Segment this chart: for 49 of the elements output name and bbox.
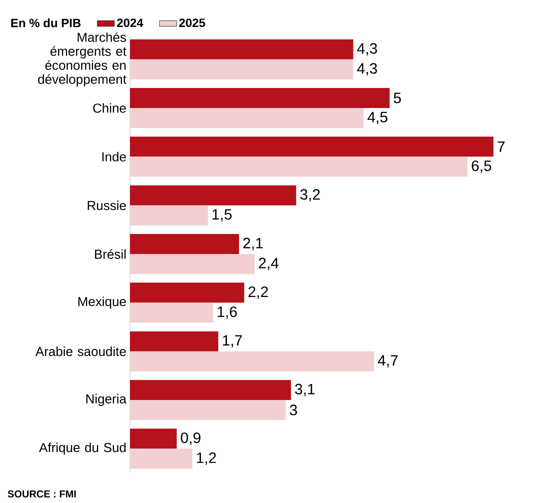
data-label: 2,2 [248, 286, 268, 299]
bar [130, 108, 364, 128]
data-label: 4,5 [368, 112, 388, 124]
bar [130, 88, 390, 108]
y-tick-label: Mexique [78, 296, 126, 309]
data-label: 3,2 [300, 189, 320, 202]
bar [130, 205, 208, 226]
bar [130, 282, 244, 303]
data-label: 1,5 [212, 209, 232, 222]
bar [130, 254, 255, 274]
y-tick-label: Nigeria [86, 394, 126, 406]
data-label: 7 [498, 142, 505, 152]
legend-label: 2024 [117, 18, 144, 28]
bar [130, 380, 291, 400]
data-label: 1,2 [196, 452, 216, 465]
data-label: 5 [394, 92, 401, 104]
legend-title: En % du PIB [11, 18, 81, 28]
data-label: 2,4 [258, 258, 279, 270]
y-tick-label: Inde [102, 152, 126, 162]
data-label: 6,5 [472, 160, 492, 173]
data-label: 1,6 [218, 306, 237, 319]
bar [130, 400, 286, 420]
y-tick-label: Afrique du Sud [39, 442, 126, 455]
data-label: 4,3 [357, 43, 377, 56]
data-label: 1,7 [222, 335, 242, 348]
y-tick-label: Chine [93, 103, 126, 113]
bar [130, 59, 354, 80]
y-tick-label: Russie [88, 200, 126, 210]
data-label: 3,1 [295, 384, 315, 396]
bar [130, 351, 374, 372]
legend-label: 2025 [179, 18, 206, 28]
y-tick-label: Marchés émergents et économies en développement [38, 32, 126, 86]
bar [130, 448, 192, 469]
y-tick-label: Arabie saoudite [35, 346, 126, 356]
bar [130, 136, 494, 157]
data-label: 4,7 [378, 355, 398, 368]
bar [130, 331, 218, 352]
y-tick-label: Brésil [95, 249, 126, 259]
bar [130, 185, 296, 206]
bar [130, 234, 240, 254]
bar [130, 428, 177, 449]
bar [130, 302, 214, 323]
data-label: 2,1 [243, 238, 263, 250]
bar [130, 39, 354, 60]
bar [130, 156, 468, 177]
data-label: 4,3 [357, 63, 377, 76]
data-label: 0,9 [180, 432, 200, 445]
source-note: SOURCE : FMI [8, 490, 76, 498]
data-label: 3 [290, 404, 297, 416]
